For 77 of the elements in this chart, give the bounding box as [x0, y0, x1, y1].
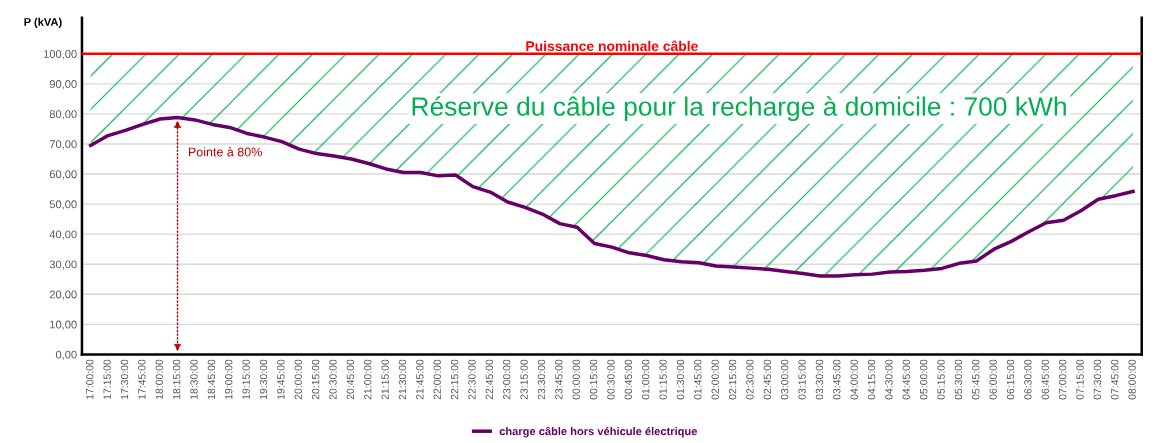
- x-tick-label: 04:00:00: [850, 359, 858, 400]
- x-tick-label: 00:30:00: [607, 359, 615, 400]
- x-tick-label: 19:45:00: [277, 359, 285, 400]
- y-tick-label: 20,00: [49, 290, 77, 300]
- y-tick-label: 10,00: [50, 320, 77, 330]
- x-tick-label: 04:15:00: [867, 359, 876, 400]
- x-tick-label: 00:45:00: [624, 359, 633, 400]
- x-tick-label: 20:00:00: [294, 359, 302, 400]
- x-tick-label: 01:00:00: [642, 359, 650, 400]
- y-tick-label: 0,00: [55, 350, 77, 360]
- x-tick-label: 07:30:00: [1093, 359, 1102, 400]
- x-tick-label: 03:00:00: [781, 359, 789, 400]
- y-tick-label: 60,00: [49, 170, 77, 180]
- x-tick-label: 07:15:00: [1076, 359, 1084, 400]
- x-tick-label: 18:45:00: [207, 359, 216, 400]
- x-tick-label: 21:45:00: [416, 359, 424, 400]
- y-tick-label: 100,00: [43, 50, 77, 60]
- x-tick-label: 05:15:00: [937, 359, 945, 400]
- x-tick-label: 02:15:00: [728, 359, 737, 400]
- annotation: Pointe à 80%: [188, 147, 262, 157]
- x-tick-label: 03:15:00: [798, 359, 806, 400]
- x-tick-label: 22:45:00: [485, 359, 494, 400]
- y-tick-label: 80,00: [49, 110, 77, 120]
- x-tick-label: 18:00:00: [155, 359, 163, 400]
- x-tick-label: 00:15:00: [589, 359, 598, 400]
- y-axis-title: P (kVA): [24, 17, 62, 29]
- x-tick-label: 05:00:00: [919, 359, 928, 400]
- y-tick-label: 30,00: [49, 260, 77, 270]
- x-tick-label: 01:45:00: [694, 359, 702, 400]
- x-tick-label: 20:45:00: [346, 359, 355, 400]
- ref-line-label: Puissance nominale câble: [526, 40, 698, 52]
- legend-label: charge câble hors véhicule électrique: [499, 426, 698, 438]
- x-tick-label: 17:00:00: [86, 359, 94, 400]
- x-tick-label: 20:15:00: [311, 359, 320, 400]
- x-tick-label: 06:00:00: [989, 359, 997, 400]
- y-tick-label: 50,00: [49, 200, 77, 210]
- x-tick-label: 22:30:00: [468, 359, 476, 400]
- x-tick-label: 02:00:00: [711, 359, 719, 400]
- x-tick-label: 21:30:00: [398, 359, 407, 400]
- x-tick-label: 21:00:00: [364, 359, 372, 400]
- x-tick-label: 22:15:00: [450, 359, 459, 400]
- x-tick-label: 04:30:00: [885, 359, 893, 400]
- x-tick-label: 18:15:00: [172, 359, 181, 400]
- x-tick-label: 02:30:00: [746, 359, 754, 400]
- x-tick-label: 20:30:00: [329, 359, 337, 400]
- x-tick-label: 05:45:00: [972, 359, 980, 400]
- x-tick-label: 07:45:00: [1111, 359, 1119, 400]
- x-tick-label: 06:30:00: [1024, 359, 1032, 400]
- annotation: Réserve du câble pour la recharge à domicile : 700 kWh: [412, 96, 1066, 122]
- x-tick-label: 06:45:00: [1041, 359, 1049, 400]
- x-tick-label: 03:45:00: [833, 359, 841, 400]
- x-tick-label: 02:45:00: [763, 359, 771, 400]
- x-tick-label: 18:30:00: [190, 359, 198, 400]
- x-tick-label: 03:30:00: [815, 359, 824, 400]
- x-tick-label: 01:15:00: [659, 359, 667, 400]
- y-tick-label: 90,00: [49, 80, 77, 90]
- x-tick-label: 05:30:00: [954, 359, 963, 400]
- x-tick-label: 06:15:00: [1006, 359, 1015, 400]
- x-tick-label: 19:30:00: [259, 359, 268, 400]
- x-tick-label: 23:15:00: [520, 359, 528, 400]
- x-tick-label: 04:45:00: [902, 359, 910, 400]
- x-tick-label: 22:00:00: [433, 359, 441, 400]
- x-tick-label: 19:00:00: [225, 359, 233, 400]
- x-tick-label: 07:00:00: [1058, 359, 1067, 400]
- x-tick-label: 00:00:00: [572, 359, 580, 400]
- x-tick-label: 17:15:00: [103, 359, 111, 400]
- y-tick-label: 40,00: [49, 230, 77, 240]
- x-tick-label: 19:15:00: [242, 359, 250, 400]
- x-tick-label: 01:30:00: [676, 359, 685, 400]
- x-tick-label: 08:00:00: [1128, 359, 1136, 400]
- x-tick-label: 17:30:00: [120, 359, 129, 400]
- x-tick-label: 23:30:00: [537, 359, 546, 400]
- x-tick-label: 17:45:00: [138, 359, 146, 400]
- x-tick-label: 23:00:00: [503, 359, 511, 400]
- x-tick-label: 23:45:00: [555, 359, 563, 400]
- y-tick-label: 70,00: [49, 140, 77, 150]
- x-tick-label: 21:15:00: [381, 359, 389, 400]
